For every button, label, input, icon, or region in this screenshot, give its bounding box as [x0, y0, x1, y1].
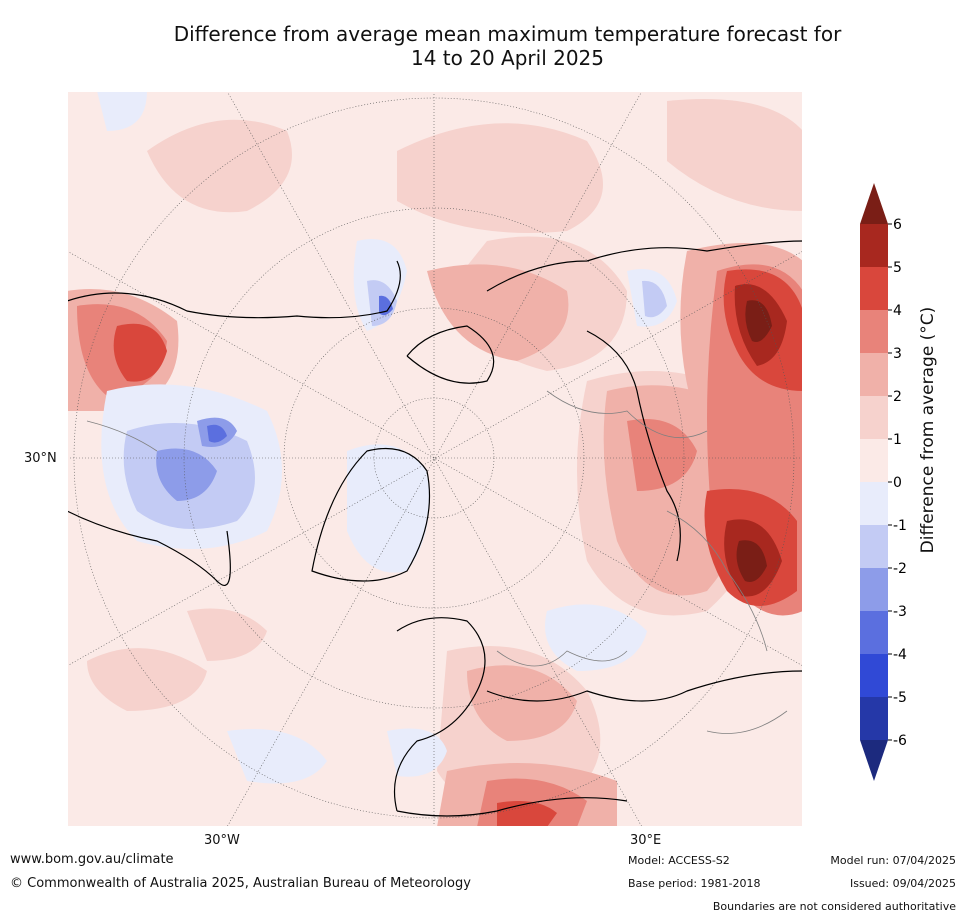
colorbar-box-c3_4: [860, 310, 888, 353]
colorbar-box-cm5_m4: [860, 654, 888, 697]
colorbar-arrow-above-6: [860, 183, 888, 224]
colorbar-box-c2_3: [860, 353, 888, 396]
colorbar-tick-label: 6: [893, 217, 902, 233]
colorbar-box-cm6_m5: [860, 697, 888, 740]
latitude-label-30n: 30°N: [24, 451, 57, 466]
colorbar-tick-label: 4: [893, 303, 902, 319]
copyright-text: © Commonwealth of Australia 2025, Austra…: [10, 876, 471, 891]
model-label: Model: ACCESS-S2: [628, 854, 730, 867]
model-run-label: Model run: 07/04/2025: [830, 854, 956, 867]
title-line-2: 14 to 20 April 2025: [410, 46, 605, 70]
graticule: [67, 91, 803, 827]
colorbar-box-c0_1: [860, 439, 888, 482]
country-boundaries: [86, 390, 788, 734]
colorbar: 6 5 4 3 2 1 0 -1 -2 -3 -4 -5 -6 Difference from aver…: [860, 183, 938, 781]
colorbar-tick-label: -5: [893, 690, 907, 706]
colorbar-arrow-below-minus6: [860, 740, 888, 781]
anomaly-5-plus-shading: [736, 300, 772, 582]
colorbar-box-c1_2: [860, 396, 888, 439]
colorbar-box-cm2_m1: [860, 525, 888, 568]
colorbar-tick-label: 0: [893, 475, 902, 491]
colorbar-box-cm1_0: [860, 482, 888, 525]
colorbar-ticks: 6 5 4 3 2 1 0 -1 -2 -3 -4 -5 -6: [888, 217, 907, 749]
base-period-label: Base period: 1981-2018: [628, 877, 761, 890]
longitude-label-30e: 30°E: [630, 833, 662, 848]
chart-title: Difference from average mean maximum tem…: [60, 22, 955, 70]
colorbar-tick-label: -3: [893, 604, 907, 620]
colorbar-box-c4_5: [860, 267, 888, 310]
polar-temperature-anomaly-map: [67, 91, 803, 827]
issued-label: Issued: 09/04/2025: [849, 877, 956, 890]
coastlines: [67, 240, 803, 817]
anomaly-minus4-minus3-shading: [207, 295, 393, 443]
boundaries-note: Boundaries are not considered authoritat…: [712, 900, 956, 913]
colorbar-tick-label: 1: [893, 432, 902, 448]
colorbar-tick-label: -1: [893, 518, 907, 534]
colorbar-box-c5_6: [860, 224, 888, 267]
website-link[interactable]: www.bom.gov.au/climate: [10, 852, 174, 867]
colorbar-tick-label: 2: [893, 389, 902, 405]
title-line-1: Difference from average mean maximum tem…: [173, 22, 842, 46]
colorbar-boxes: [860, 183, 888, 781]
colorbar-tick-label: -4: [893, 647, 907, 663]
longitude-label-30w: 30°W: [204, 833, 240, 848]
colorbar-label: Difference from average (°C): [918, 307, 938, 554]
colorbar-tick-label: -2: [893, 561, 907, 577]
colorbar-tick-label: -6: [893, 733, 907, 749]
colorbar-tick-label: 5: [893, 260, 902, 276]
colorbar-box-cm3_m2: [860, 568, 888, 611]
map-frame: [67, 91, 803, 827]
colorbar-tick-label: 3: [893, 346, 902, 362]
colorbar-box-cm4_m3: [860, 611, 888, 654]
